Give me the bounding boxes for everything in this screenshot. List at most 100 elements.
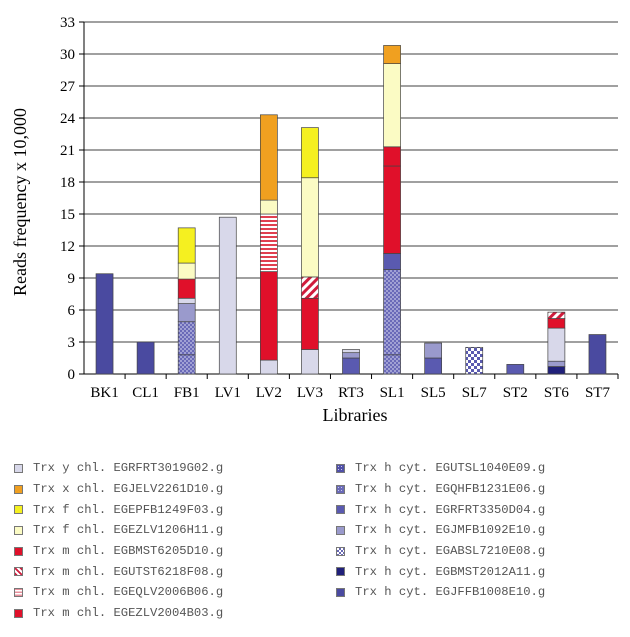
legend-label: Trx m chl. EGEQLV2006B06.g — [33, 585, 224, 600]
x-tick-label: LV3 — [297, 385, 323, 401]
bar-sl1 — [383, 45, 401, 375]
bar-st2 — [506, 364, 525, 375]
legend-item: Trx h cyt. EGRFRT3350D04.g — [336, 499, 545, 520]
legend-swatch — [14, 484, 23, 494]
bar-segment — [383, 146, 401, 167]
legend-item: Trx h cyt. EGABSL7210E08.g — [336, 541, 545, 562]
x-tick-label: CL1 — [132, 385, 159, 401]
y-tick-label: 33 — [60, 15, 75, 31]
bar-st7 — [588, 334, 607, 375]
chart-axes — [79, 21, 619, 379]
bar-sl5 — [424, 342, 443, 375]
bar-segment — [177, 262, 196, 280]
chart-legend: Trx y chl. EGRFRT3019G02.g Trx x chl. EGJ… — [14, 458, 630, 637]
bar-segment — [301, 297, 319, 350]
bar-segment — [177, 278, 196, 299]
legend-left-column: Trx y chl. EGRFRT3019G02.g Trx x chl. EGJ… — [14, 458, 223, 624]
bar-segment — [177, 354, 196, 375]
x-tick-label: ST2 — [503, 385, 528, 401]
y-tick-label: 27 — [60, 79, 76, 95]
bar-segment — [259, 199, 278, 215]
y-axis-title: Reads frequency x 10,000 — [10, 108, 30, 296]
legend-item: Trx m chl. EGUTST6218F08.g — [14, 561, 223, 582]
bar-segment — [95, 273, 114, 375]
bar-segment — [177, 227, 196, 264]
legend-label: Trx h cyt. EGRFRT3350D04.g — [355, 502, 546, 517]
y-tick-label: 12 — [60, 239, 75, 255]
x-tick-label: SL7 — [462, 385, 488, 401]
bar-segment — [383, 63, 401, 148]
x-tick-label: ST6 — [544, 385, 570, 401]
bar-lv1 — [218, 216, 237, 375]
bar-segment — [383, 165, 401, 254]
legend-item: Trx m chl. EGEQLV2006B06.g — [14, 582, 223, 603]
bar-fb1 — [177, 227, 196, 375]
bar-segment — [218, 216, 237, 375]
x-tick-label: RT3 — [338, 385, 364, 401]
legend-label: Trx h cyt. EGABSL7210E08.g — [355, 544, 546, 559]
legend-label: Trx m chl. EGEZLV2004B03.g — [33, 606, 224, 621]
y-tick-label: 3 — [68, 335, 76, 351]
y-tick-label: 15 — [60, 207, 75, 223]
legend-item: Trx h cyt. EGBMST2012A11.g — [336, 561, 545, 582]
bar-segment — [342, 357, 360, 375]
legend-item: Trx y chl. EGRFRT3019G02.g — [14, 458, 223, 479]
legend-item: Trx m chl. EGEZLV2004B03.g — [14, 603, 223, 624]
bar-segment — [547, 327, 566, 362]
bar-segment — [259, 271, 278, 361]
legend-label: Trx h cyt. EGQHFB1231E06.g — [355, 482, 546, 497]
bar-segment — [177, 321, 196, 356]
bar-segment — [259, 114, 278, 201]
y-tick-label: 30 — [60, 47, 75, 63]
legend-item: Trx h cyt. EGQHFB1231E06.g — [336, 479, 545, 500]
legend-swatch — [14, 505, 23, 515]
bar-lv2 — [259, 114, 278, 375]
bar-segment — [259, 213, 278, 272]
legend-label: Trx m chl. EGBMST6205D10.g — [33, 544, 224, 559]
x-tick-label: ST7 — [585, 385, 611, 401]
bar-segment — [301, 127, 319, 179]
bar-segment — [301, 349, 319, 375]
legend-swatch — [336, 587, 345, 597]
bar-sl7 — [465, 346, 484, 375]
legend-label: Trx h cyt. EGBMST2012A11.g — [355, 564, 546, 579]
bar-segment — [301, 177, 319, 278]
legend-label: Trx h cyt. EGJMFB1092E10.g — [355, 523, 546, 538]
bar-rt3 — [342, 349, 360, 375]
bar-bk1 — [95, 273, 114, 375]
legend-item: Trx h cyt. EGJMFB1092E10.g — [336, 520, 545, 541]
bar-segment — [506, 364, 525, 375]
x-tick-label: FB1 — [174, 385, 200, 401]
bar-segment — [177, 297, 196, 304]
bar-segment — [383, 253, 401, 270]
bar-segment — [588, 334, 607, 375]
x-tick-label: LV1 — [215, 385, 241, 401]
bar-segment — [259, 359, 278, 375]
legend-label: Trx h cyt. EGJFFB1008E10.g — [355, 585, 546, 600]
y-tick-label: 9 — [68, 271, 76, 287]
legend-label: Trx x chl. EGJELV2261D10.g — [33, 482, 224, 497]
y-tick-label: 21 — [60, 143, 75, 159]
bar-segment — [424, 342, 443, 359]
legend-item: Trx m chl. EGBMST6205D10.g — [14, 541, 223, 562]
legend-item: Trx f chl. EGEZLV1206H11.g — [14, 520, 223, 541]
chart-labels: 0 3 6 9 12 15 18 21 24 27 30 33 BK1 CL1 FB1 LV1 LV2 LV3 RT… — [60, 15, 610, 401]
x-tick-label: BK1 — [90, 385, 118, 401]
bar-segment — [301, 276, 319, 299]
x-tick-label: LV2 — [256, 385, 282, 401]
legend-swatch — [14, 525, 23, 535]
legend-swatch — [14, 567, 23, 577]
legend-label: Trx f chl. EGEPFB1249F03.g — [33, 502, 224, 517]
legend-right-column: Trx h cyt. EGUTSL1040E09.g Trx h cyt. EGQ… — [336, 458, 545, 603]
legend-swatch — [336, 567, 345, 577]
legend-label: Trx h cyt. EGUTSL1040E09.g — [355, 461, 546, 476]
bar-segment — [547, 366, 566, 375]
legend-swatch — [336, 505, 345, 515]
y-tick-label: 18 — [60, 175, 75, 191]
x-axis-title: Libraries — [323, 405, 388, 425]
bar-segment — [547, 360, 566, 367]
x-tick-label: SL5 — [421, 385, 446, 401]
bar-segment — [342, 352, 360, 359]
legend-item: Trx h cyt. EGJFFB1008E10.g — [336, 582, 545, 603]
legend-swatch — [336, 546, 345, 556]
